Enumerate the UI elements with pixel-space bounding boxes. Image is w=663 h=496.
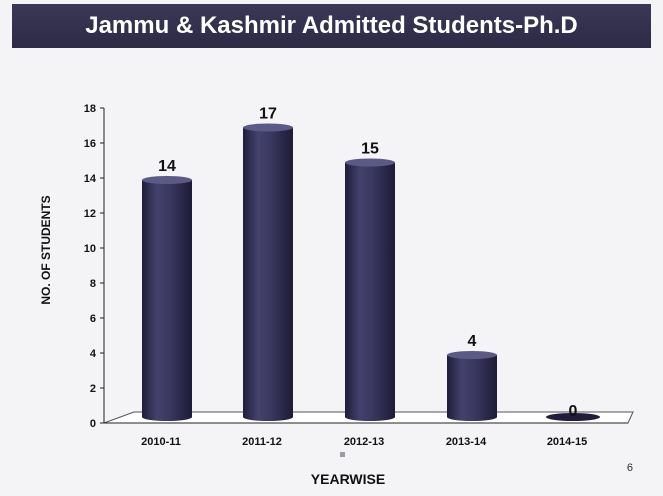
y-tick-label: 6 <box>90 313 96 325</box>
bar-base <box>546 413 600 421</box>
chart-title-bar: Jammu & Kashmir Admitted Students-Ph.D <box>12 4 651 48</box>
bar-body <box>243 127 293 421</box>
bar-top <box>142 176 192 184</box>
data-label: 17 <box>259 106 277 123</box>
category-label: 2010-11 <box>141 436 181 448</box>
category-label: 2013-14 <box>446 436 487 448</box>
category-label: 2011-12 <box>242 436 282 448</box>
bar <box>142 176 192 421</box>
bar-top <box>345 158 395 167</box>
bar-body <box>345 162 395 421</box>
y-tick-label: 0 <box>90 418 96 430</box>
bar <box>546 413 600 421</box>
bar-top <box>447 351 497 359</box>
y-tick-label: 2 <box>90 383 96 395</box>
legend-marker <box>340 452 345 457</box>
data-label: 14 <box>158 158 176 175</box>
y-tick-label: 12 <box>84 208 96 220</box>
y-tick-label: 10 <box>84 243 96 255</box>
bar <box>447 351 497 421</box>
x-axis-label: YEARWISE <box>311 471 385 487</box>
bar-top <box>243 123 293 132</box>
data-label: 15 <box>361 141 379 158</box>
y-tick-label: 18 <box>84 103 96 115</box>
bar <box>243 123 293 421</box>
bar <box>345 158 395 421</box>
y-tick-label: 8 <box>90 278 96 290</box>
chart-title: Jammu & Kashmir Admitted Students-Ph.D <box>85 12 578 39</box>
category-label: 2014-15 <box>547 436 587 448</box>
bar-body <box>447 355 497 421</box>
y-tick-label: 4 <box>90 348 97 360</box>
bar-body <box>142 180 192 421</box>
category-label: 2012-13 <box>344 436 384 448</box>
y-axis-label: NO. OF STUDENTS <box>39 195 53 304</box>
data-label: 4 <box>468 333 477 350</box>
y-tick-label: 16 <box>84 138 96 150</box>
page-number: 6 <box>626 462 633 474</box>
data-label: 0 <box>569 403 578 420</box>
y-tick-label: 14 <box>84 173 97 185</box>
